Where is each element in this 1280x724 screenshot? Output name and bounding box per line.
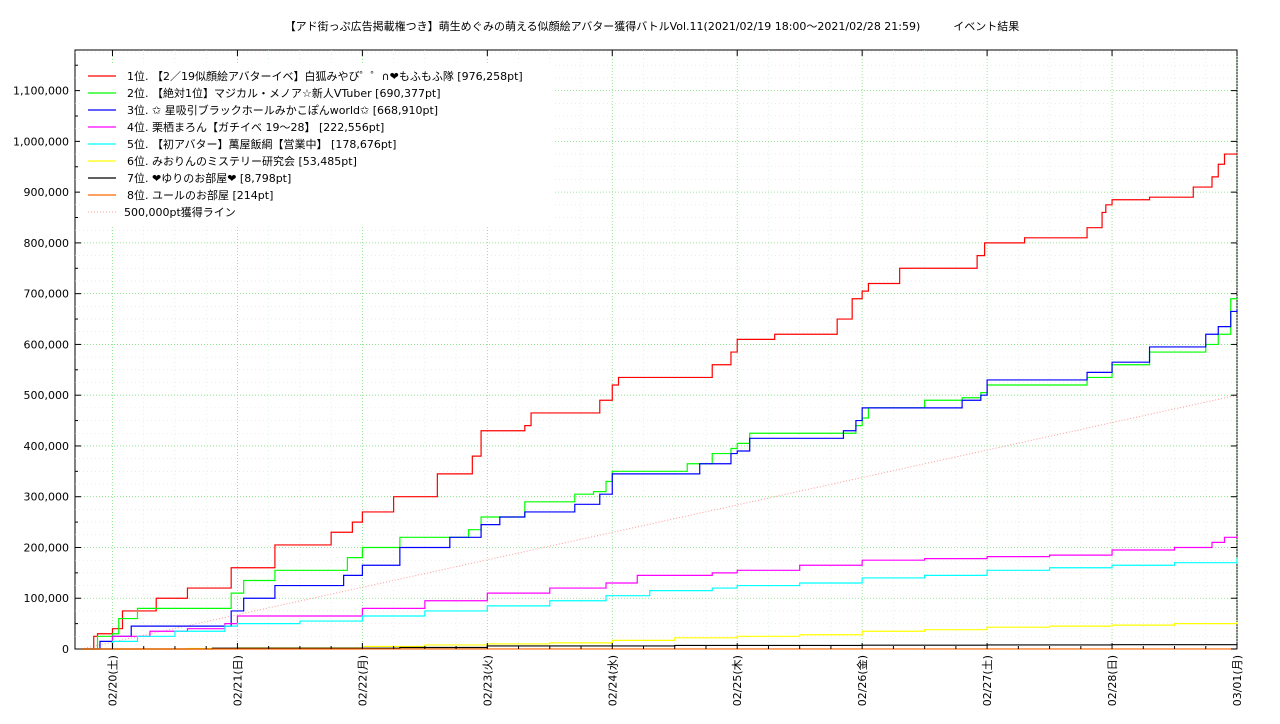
x-tick-label: 02/25(木) xyxy=(731,655,744,706)
legend-label: 5位. 【初アバター】萬屋飯綱【営業中】 [178,676pt] xyxy=(127,137,396,151)
x-tick-label: 02/20(土) xyxy=(106,655,119,706)
y-tick-label: 400,000 xyxy=(24,440,70,453)
legend-label: 500,000pt獲得ライン xyxy=(124,206,236,219)
y-tick-label: 700,000 xyxy=(24,288,70,301)
legend-label: 8位. ユールのお部屋 [214pt] xyxy=(127,188,273,202)
legend-label: 4位. 栗栖まろん【ガチイベ 19〜28】 [222,556pt] xyxy=(127,120,384,134)
legend-label: 2位. 【絶対1位】マジカル・メノア☆新人VTuber [690,377pt] xyxy=(127,86,441,100)
legend-label: 6位. みおりんのミステリー研究会 [53,485pt] xyxy=(127,154,357,168)
legend-label: 7位. ❤ゆりのお部屋❤ [8,798pt] xyxy=(127,171,291,185)
x-tick-label: 02/24(水) xyxy=(606,655,619,706)
y-tick-label: 200,000 xyxy=(24,541,70,554)
x-tick-label: 02/27(土) xyxy=(981,655,994,706)
x-tick-label: 02/23(火) xyxy=(481,655,494,706)
x-tick-label: 02/21(日) xyxy=(231,655,244,706)
y-tick-label: 500,000 xyxy=(24,389,70,402)
x-tick-label: 03/01(月) xyxy=(1231,655,1244,706)
legend-label: 3位. ✩ 星吸引ブラックホールみかこぽんworld✩ [668,910pt] xyxy=(127,103,438,117)
x-tick-label: 02/26(金) xyxy=(855,655,869,706)
y-tick-label: 1,000,000 xyxy=(13,135,69,148)
legend-label: 1位. 【2／19似顔絵アバターイベ】白狐みやび゜゜∩❤もふもふ隊 [976,2… xyxy=(127,69,523,83)
chart-title: 【アド街っぷ広告掲載権つき】萌生めぐみの萌える似顔絵アバター獲得バトルVol.1… xyxy=(285,19,1020,33)
legend: 1位. 【2／19似顔絵アバターイベ】白狐みやび゜゜∩❤もふもふ隊 [976,2… xyxy=(80,65,555,225)
y-tick-label: 800,000 xyxy=(24,237,70,250)
y-tick-label: 0 xyxy=(62,643,69,656)
x-tick-label: 02/28(日) xyxy=(1106,655,1119,706)
y-tick-label: 1,100,000 xyxy=(13,85,69,98)
y-tick-label: 900,000 xyxy=(24,186,70,199)
y-tick-label: 100,000 xyxy=(24,592,70,605)
y-tick-label: 300,000 xyxy=(24,491,70,504)
y-tick-label: 600,000 xyxy=(24,338,70,351)
x-tick-label: 02/22(月) xyxy=(356,655,369,706)
